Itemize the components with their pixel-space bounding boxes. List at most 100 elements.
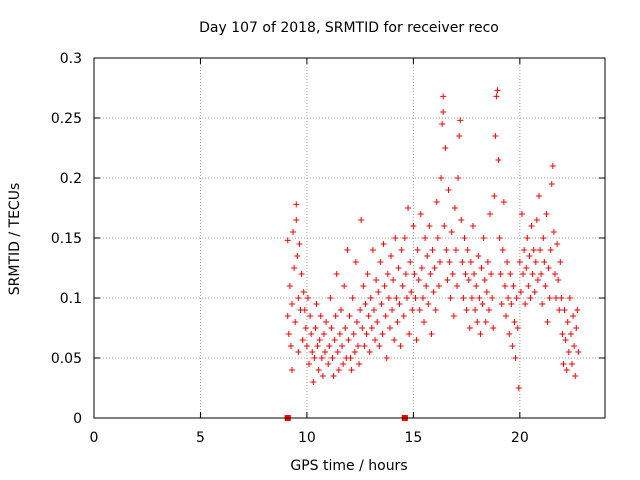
data-point: [455, 175, 462, 181]
data-point: [303, 343, 310, 349]
data-point: [425, 301, 432, 307]
data-point: [568, 361, 575, 367]
data-point: [510, 283, 517, 289]
data-point: [482, 319, 489, 325]
data-point: [409, 307, 416, 313]
x-tick-label: 20: [511, 430, 529, 446]
data-point: [398, 247, 405, 253]
data-point: [440, 109, 447, 115]
data-point: [558, 295, 565, 301]
data-point: [479, 301, 486, 307]
data-point: [313, 301, 320, 307]
data-point: [550, 229, 557, 235]
x-axis-label: GPS time / hours: [290, 458, 407, 474]
data-point: [440, 93, 447, 100]
data-point: [382, 313, 389, 319]
data-point: [349, 295, 356, 301]
data-point: [450, 313, 457, 319]
data-point: [442, 145, 449, 151]
data-point: [539, 301, 546, 307]
data-point: [328, 325, 335, 331]
data-point: [284, 313, 291, 319]
data-point: [296, 241, 303, 247]
data-point: [308, 331, 315, 337]
data-point: [340, 361, 347, 367]
chart-title: Day 107 of 2018, SRMTID for receiver rec…: [199, 20, 499, 36]
data-point: [368, 325, 375, 331]
data-point: [469, 223, 476, 229]
y-tick-label: 0.3: [60, 51, 82, 67]
data-point: [372, 337, 379, 343]
data-point: [515, 385, 522, 391]
data-point: [471, 271, 478, 277]
data-point: [364, 271, 371, 277]
data-point: [480, 235, 487, 241]
data-point: [492, 133, 499, 139]
data-point: [410, 223, 417, 229]
data-point: [292, 319, 299, 325]
data-point: [507, 271, 514, 277]
data-point: [363, 331, 370, 337]
data-point: [373, 277, 380, 283]
data-point: [533, 217, 540, 223]
data-point: [362, 301, 369, 307]
data-point: [401, 235, 408, 241]
data-point: [547, 247, 554, 253]
data-point: [331, 337, 338, 343]
data-point: [557, 259, 564, 265]
data-point: [369, 247, 376, 253]
data-point: [517, 289, 524, 295]
data-point: [289, 367, 296, 373]
data-point: [473, 283, 480, 289]
data-point: [293, 201, 300, 208]
data-point: [422, 235, 429, 241]
data-point: [523, 265, 530, 271]
data-point: [414, 247, 421, 253]
tick-labels: 0 5 10 15 20 0 0.05 0.1 0.15 0.2 0.25 0.3: [51, 51, 529, 446]
data-point: [564, 319, 571, 325]
data-point: [436, 259, 443, 265]
data-point: [416, 307, 423, 313]
data-point: [311, 355, 318, 361]
data-point: [314, 343, 321, 349]
data-point: [406, 331, 413, 337]
data-point: [418, 265, 425, 271]
data-point: [535, 193, 542, 199]
data-point: [472, 307, 479, 313]
data-point: [344, 247, 351, 253]
data-point: [375, 289, 382, 295]
data-point: [565, 349, 572, 355]
data-point: [481, 277, 488, 283]
data-point: [374, 319, 381, 325]
data-point: [388, 253, 395, 259]
data-point: [546, 295, 553, 301]
data-point: [300, 289, 307, 295]
data-point: [419, 295, 426, 301]
data-point: [526, 253, 533, 259]
data-point: [412, 295, 419, 301]
data-point: [443, 247, 450, 253]
data-point: [294, 253, 301, 259]
data-point: [417, 211, 424, 217]
data-point: [516, 259, 523, 265]
data-point: [358, 217, 365, 223]
data-point: [380, 241, 387, 247]
data-point: [474, 319, 481, 325]
data-point: [322, 349, 329, 355]
data-point: [310, 379, 317, 385]
data-point: [302, 325, 309, 331]
data-point: [399, 283, 406, 289]
data-point: [427, 271, 434, 277]
data-point: [545, 265, 552, 271]
data-point: [326, 343, 333, 349]
data-point: [512, 355, 519, 361]
data-point: [494, 87, 501, 94]
data-point: [566, 295, 573, 301]
data-point: [330, 373, 337, 379]
data-point: [299, 337, 306, 343]
data-point: [543, 211, 550, 217]
data-point: [312, 325, 319, 331]
data-point: [452, 247, 459, 253]
data-point: [555, 277, 562, 283]
data-point: [350, 331, 357, 337]
